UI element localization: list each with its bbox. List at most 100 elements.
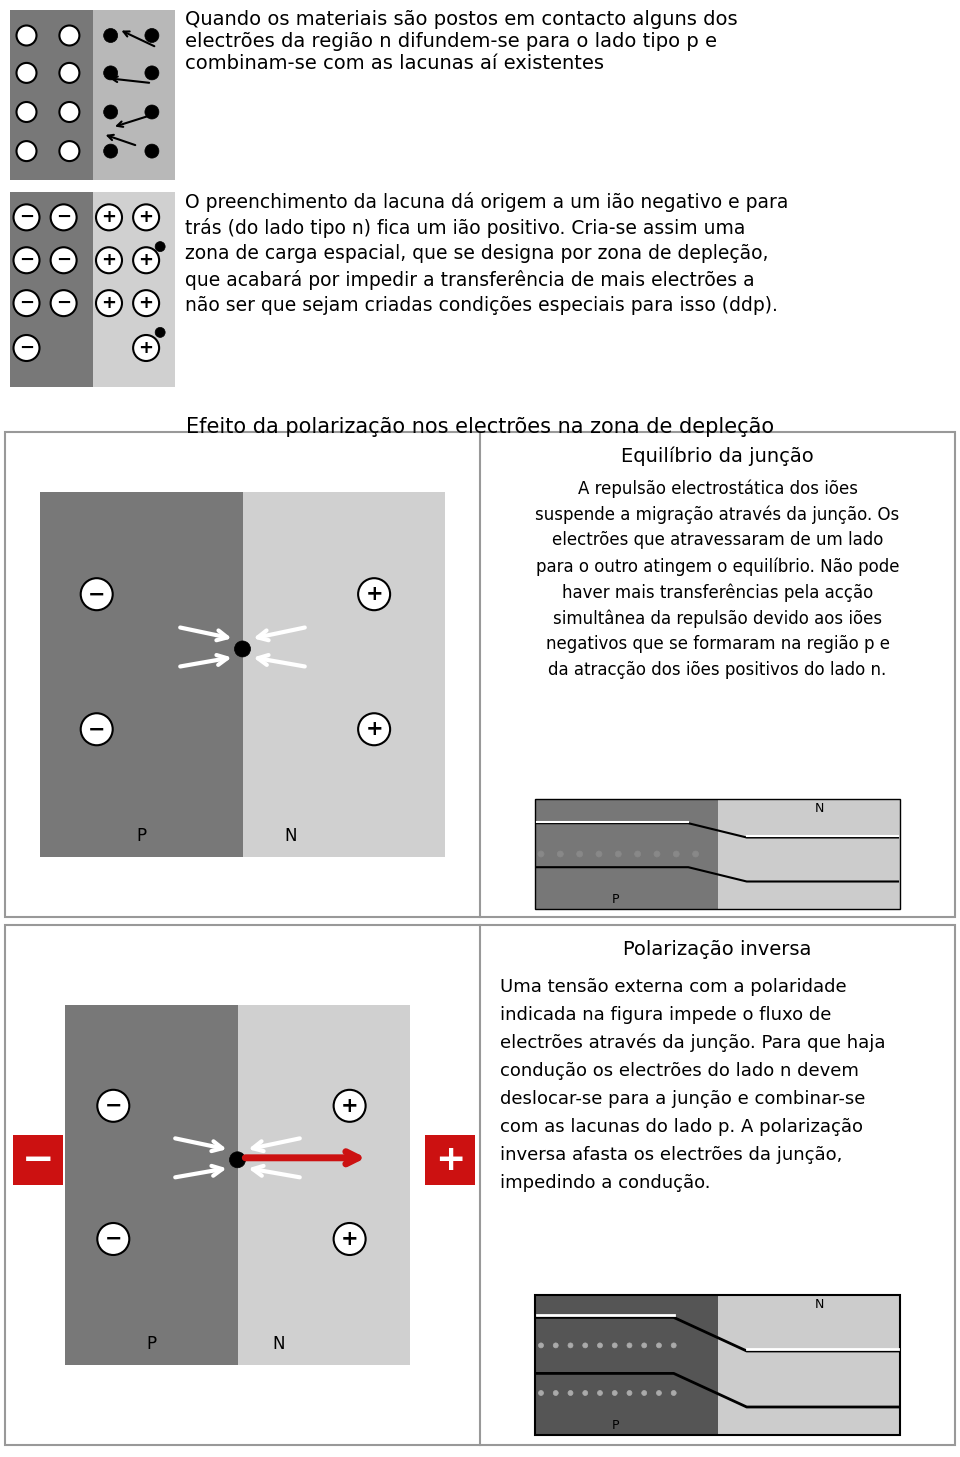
Circle shape — [104, 144, 118, 159]
Bar — [5, 431, 955, 916]
Text: N: N — [273, 1335, 285, 1354]
Text: electrões através da junção. Para que haja: electrões através da junção. Para que ha… — [500, 1034, 885, 1052]
Circle shape — [596, 851, 602, 857]
Circle shape — [577, 851, 583, 857]
Circle shape — [657, 1390, 661, 1396]
Text: −: − — [56, 294, 71, 312]
Circle shape — [671, 1343, 676, 1348]
Text: Efeito da polarização nos electrões na zona de depleção: Efeito da polarização nos electrões na z… — [186, 417, 774, 437]
Text: −: − — [88, 720, 106, 739]
Circle shape — [612, 1390, 617, 1396]
Text: +: + — [138, 251, 154, 270]
Bar — [65, 1005, 237, 1365]
Bar — [13, 1135, 63, 1185]
Circle shape — [568, 1343, 573, 1348]
Circle shape — [671, 1390, 676, 1396]
Circle shape — [145, 66, 159, 80]
Circle shape — [641, 1390, 647, 1396]
Text: N: N — [815, 1298, 825, 1311]
Text: −: − — [19, 294, 34, 312]
Bar — [40, 492, 243, 857]
Circle shape — [583, 1343, 588, 1348]
Circle shape — [81, 714, 112, 745]
Bar — [5, 925, 955, 1445]
Text: −: − — [56, 251, 71, 270]
Circle shape — [133, 204, 159, 230]
Circle shape — [358, 578, 390, 610]
Circle shape — [553, 1390, 559, 1396]
Text: +: + — [366, 584, 383, 605]
Circle shape — [358, 714, 390, 745]
Circle shape — [81, 578, 112, 610]
Text: −: − — [19, 339, 34, 357]
Bar — [243, 492, 445, 857]
Circle shape — [234, 641, 251, 657]
Circle shape — [641, 1343, 647, 1348]
Text: Polarização inversa: Polarização inversa — [623, 940, 812, 959]
Circle shape — [104, 66, 118, 80]
Circle shape — [558, 851, 564, 857]
Text: não ser que sejam criadas condições especiais para isso (ddp).: não ser que sejam criadas condições espe… — [185, 296, 778, 315]
Circle shape — [96, 290, 122, 316]
Circle shape — [133, 290, 159, 316]
Text: −: − — [88, 584, 106, 605]
Bar — [92, 192, 175, 388]
Circle shape — [568, 1390, 573, 1396]
Bar — [535, 1295, 900, 1435]
Circle shape — [538, 851, 544, 857]
Text: inversa afasta os electrões da junção,: inversa afasta os electrões da junção, — [500, 1147, 842, 1164]
Text: haver mais transferências pela acção: haver mais transferências pela acção — [562, 583, 874, 602]
Bar — [10, 192, 92, 388]
Text: Equilíbrio da junção: Equilíbrio da junção — [621, 447, 814, 466]
Circle shape — [16, 141, 36, 162]
Text: −: − — [105, 1096, 122, 1116]
Text: para o outro atingem o equilíbrio. Não pode: para o outro atingem o equilíbrio. Não p… — [536, 557, 900, 576]
Text: zona de carga espacial, que se designa por zona de depleção,: zona de carga espacial, que se designa p… — [185, 243, 769, 264]
Circle shape — [133, 335, 159, 361]
Text: P: P — [146, 1335, 156, 1354]
Text: +: + — [366, 720, 383, 739]
Text: A repulsão electrostática dos iões: A repulsão electrostática dos iões — [578, 479, 857, 497]
Circle shape — [60, 141, 80, 162]
Circle shape — [51, 248, 77, 274]
Circle shape — [615, 851, 621, 857]
Circle shape — [51, 204, 77, 230]
Text: Quando os materiais são postos em contacto alguns dos
electrões da região n difu: Quando os materiais são postos em contac… — [185, 10, 737, 73]
Circle shape — [673, 851, 680, 857]
Circle shape — [334, 1222, 366, 1254]
Text: indicada na figura impede o fluxo de: indicada na figura impede o fluxo de — [500, 1005, 831, 1024]
Circle shape — [60, 26, 80, 45]
Circle shape — [553, 1343, 559, 1348]
Text: −: − — [22, 1141, 55, 1179]
Text: −: − — [19, 251, 34, 270]
Circle shape — [657, 1343, 661, 1348]
Text: +: + — [341, 1230, 358, 1249]
Circle shape — [597, 1343, 603, 1348]
Text: −: − — [56, 208, 71, 226]
Text: trás (do lado tipo n) fica um ião positivo. Cria-se assim uma: trás (do lado tipo n) fica um ião positi… — [185, 219, 745, 237]
Text: N: N — [815, 801, 825, 814]
Circle shape — [13, 248, 39, 274]
Text: simultânea da repulsão devido aos iões: simultânea da repulsão devido aos iões — [553, 609, 882, 628]
Text: +: + — [138, 294, 154, 312]
Text: N: N — [285, 828, 298, 845]
Text: P: P — [612, 893, 619, 906]
Circle shape — [145, 144, 159, 159]
Bar — [535, 798, 717, 909]
Text: electrões que atravessaram de um lado: electrões que atravessaram de um lado — [552, 530, 883, 549]
Text: P: P — [136, 828, 146, 845]
Circle shape — [635, 851, 640, 857]
Text: O preenchimento da lacuna dá origem a um ião negativo e para: O preenchimento da lacuna dá origem a um… — [185, 192, 788, 213]
Text: +: + — [138, 339, 154, 357]
Text: +: + — [138, 208, 154, 226]
Bar — [535, 798, 900, 909]
Circle shape — [627, 1343, 632, 1348]
Circle shape — [539, 1390, 543, 1396]
Bar — [717, 1295, 900, 1435]
Text: +: + — [435, 1142, 466, 1177]
Circle shape — [654, 851, 660, 857]
Circle shape — [96, 248, 122, 274]
Text: deslocar-se para a junção e combinar-se: deslocar-se para a junção e combinar-se — [500, 1090, 865, 1107]
Text: +: + — [102, 208, 116, 226]
Text: +: + — [102, 294, 116, 312]
